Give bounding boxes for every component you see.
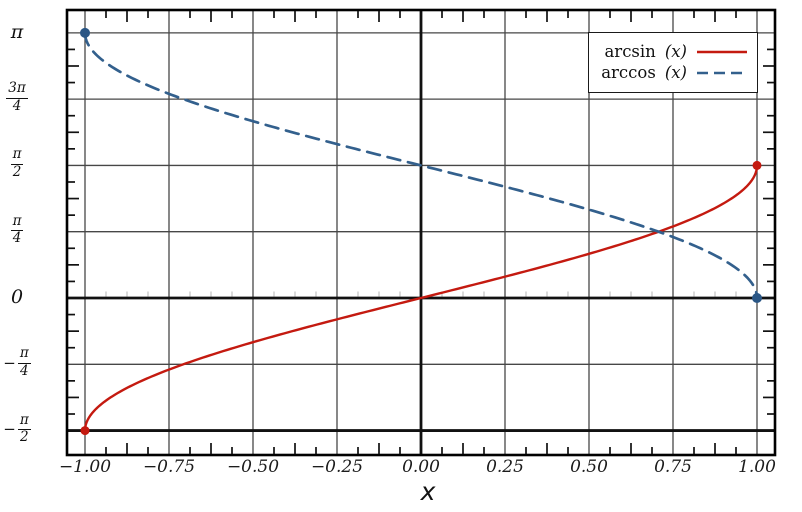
arccos-endpoint-marker xyxy=(80,27,90,38)
legend-label-var: (x) xyxy=(664,42,687,61)
x-tick-label: −0.25 xyxy=(310,457,364,477)
y-tick-label: π xyxy=(10,20,24,43)
y-tick-label: 3π 4 xyxy=(6,80,28,114)
arcsin-curve xyxy=(83,164,759,432)
arcsin-endpoint-marker xyxy=(752,160,762,170)
legend-line-swatch xyxy=(697,71,747,75)
legend-label: arccos xyxy=(601,62,656,82)
y-tick-label: 0 xyxy=(10,286,24,308)
arcsin-endpoint-marker xyxy=(80,426,90,436)
legend-line-swatch xyxy=(697,50,747,54)
x-axis-title: x xyxy=(420,477,436,506)
arccos-endpoint-marker xyxy=(752,293,762,303)
y-tick-label: − π 2 xyxy=(3,411,31,446)
plot-border xyxy=(65,8,777,457)
y-tick-label: − π 4 xyxy=(3,345,31,379)
x-tick-label: 0.75 xyxy=(654,457,692,477)
x-tick-label: 0.00 xyxy=(402,457,440,477)
arccos-curve xyxy=(83,31,759,300)
legend-label: arcsin xyxy=(604,42,656,61)
x-tick-label: −0.50 xyxy=(226,457,280,477)
x-tick-label: −0.75 xyxy=(142,457,196,477)
x-tick-label: 0.50 xyxy=(570,457,608,477)
x-tick-label: 0.25 xyxy=(486,457,524,477)
legend-item: arcsin (x) xyxy=(589,42,748,61)
legend-item: arccos (x) xyxy=(589,62,748,82)
x-tick-label: 1.00 xyxy=(738,457,776,477)
x-tick-label: −1.00 xyxy=(58,457,112,477)
legend-label-var: (x) xyxy=(664,62,687,82)
legend: arcsin (x) arccos (x) xyxy=(588,32,758,93)
